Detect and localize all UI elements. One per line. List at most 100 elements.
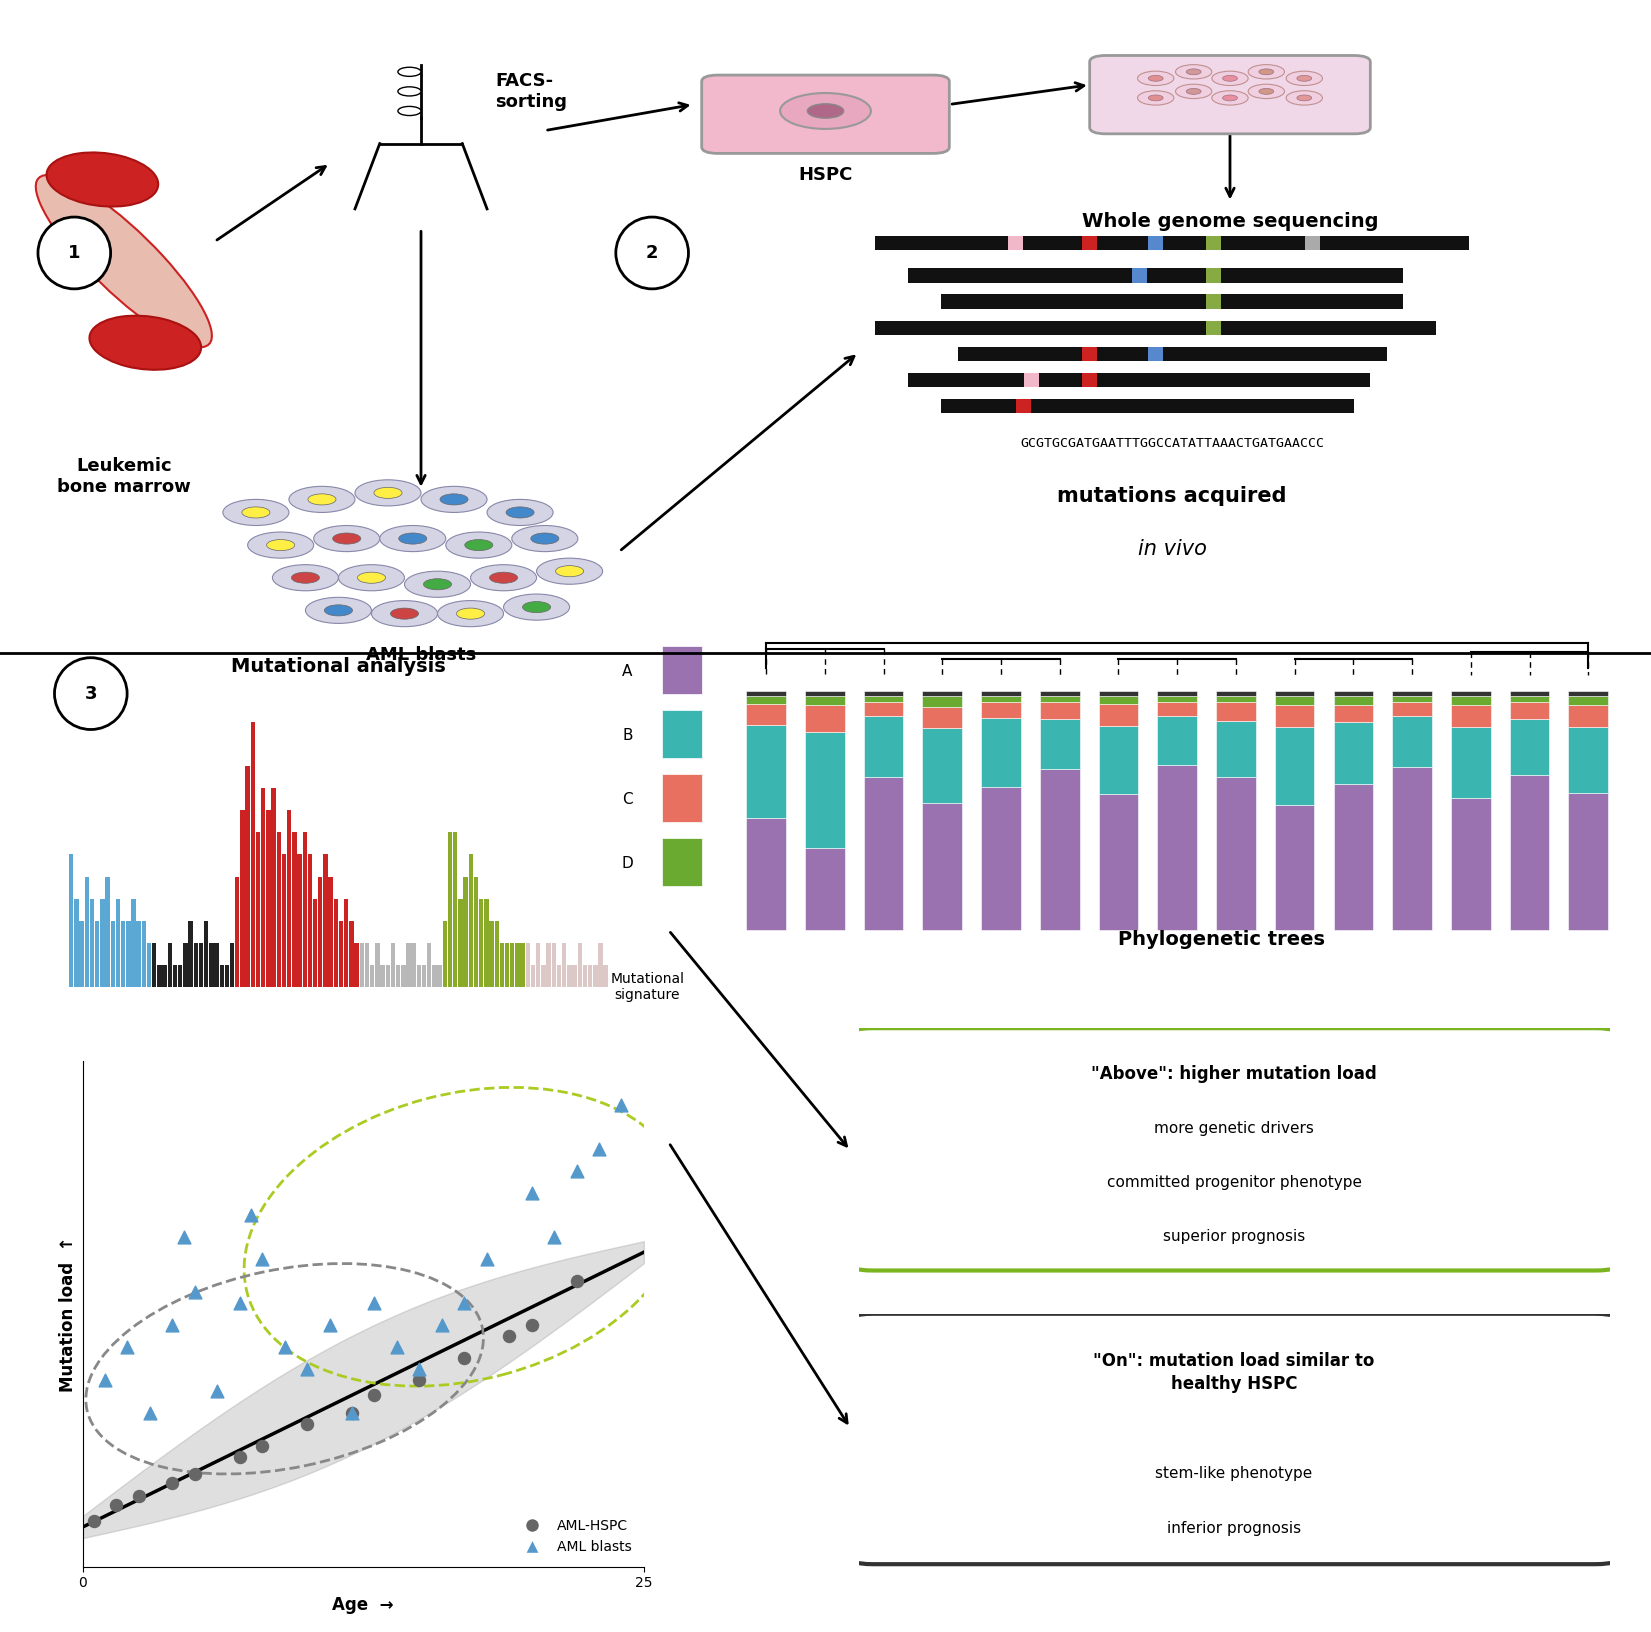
Text: AML blasts: AML blasts	[367, 646, 475, 664]
Bar	[452, 832, 457, 987]
Point	[586, 1136, 613, 1162]
Ellipse shape	[1222, 75, 1238, 82]
Bar	[806, 847, 845, 930]
Ellipse shape	[46, 152, 158, 207]
Bar	[84, 876, 89, 987]
Ellipse shape	[404, 571, 471, 597]
Bar	[1157, 702, 1197, 715]
Ellipse shape	[1185, 88, 1200, 95]
Bar	[1275, 690, 1314, 697]
Bar	[1217, 702, 1256, 721]
Point	[249, 1433, 276, 1459]
Bar	[746, 690, 786, 697]
Bar	[1275, 705, 1314, 726]
Bar	[416, 965, 421, 987]
Bar	[923, 690, 963, 697]
Bar	[1217, 697, 1256, 702]
Bar	[459, 899, 462, 987]
Bar	[662, 774, 702, 821]
Point	[518, 1180, 545, 1206]
Bar	[464, 876, 467, 987]
Bar	[111, 920, 116, 987]
FancyBboxPatch shape	[1090, 55, 1370, 134]
Bar	[495, 920, 499, 987]
Bar	[532, 965, 535, 987]
Bar	[863, 702, 903, 716]
Bar	[981, 702, 1020, 718]
Bar	[251, 721, 254, 987]
Bar	[350, 920, 353, 987]
Bar	[1451, 726, 1491, 798]
Bar	[542, 965, 545, 987]
Bar	[1083, 235, 1096, 250]
Ellipse shape	[332, 534, 360, 543]
Bar	[343, 899, 348, 987]
Bar	[246, 765, 249, 987]
Ellipse shape	[1138, 72, 1174, 85]
Bar	[1024, 372, 1040, 387]
Bar	[314, 899, 317, 987]
Point	[158, 1312, 185, 1338]
Ellipse shape	[537, 558, 603, 584]
Ellipse shape	[505, 508, 533, 517]
Ellipse shape	[272, 565, 338, 591]
Ellipse shape	[1298, 95, 1311, 101]
Bar	[1205, 268, 1220, 282]
Bar	[205, 920, 208, 987]
Ellipse shape	[439, 494, 469, 504]
Legend: AML-HSPC, AML blasts: AML-HSPC, AML blasts	[512, 1514, 637, 1560]
Bar	[746, 819, 786, 930]
Bar	[1017, 398, 1030, 413]
Ellipse shape	[1147, 95, 1162, 101]
Bar	[1568, 726, 1608, 793]
Bar	[479, 899, 484, 987]
Bar	[241, 809, 244, 987]
Bar	[1509, 775, 1549, 930]
Bar	[1040, 769, 1080, 930]
Bar	[1205, 320, 1220, 335]
Ellipse shape	[471, 565, 537, 591]
FancyBboxPatch shape	[844, 1028, 1625, 1270]
Bar	[261, 788, 266, 987]
Bar	[1392, 690, 1431, 697]
Ellipse shape	[338, 565, 404, 591]
Text: more genetic drivers: more genetic drivers	[1154, 1121, 1314, 1136]
Point	[81, 1508, 107, 1534]
Bar	[396, 965, 400, 987]
Bar	[121, 920, 125, 987]
Bar	[1568, 793, 1608, 930]
Ellipse shape	[807, 104, 844, 118]
Bar	[116, 899, 121, 987]
Bar	[1275, 697, 1314, 705]
Text: 3: 3	[84, 684, 97, 703]
Point	[474, 1245, 500, 1271]
Bar	[598, 943, 603, 987]
Bar	[137, 920, 140, 987]
Bar	[588, 965, 593, 987]
Point	[125, 1483, 152, 1510]
Point	[205, 1377, 231, 1404]
Point	[271, 1333, 297, 1359]
Bar	[96, 920, 99, 987]
Bar	[1205, 294, 1220, 308]
Bar	[1509, 690, 1549, 697]
Ellipse shape	[421, 486, 487, 512]
Ellipse shape	[1298, 75, 1311, 82]
Ellipse shape	[532, 534, 558, 543]
FancyBboxPatch shape	[844, 1314, 1625, 1563]
Bar	[537, 943, 540, 987]
Bar	[1334, 690, 1374, 697]
Ellipse shape	[512, 526, 578, 552]
Bar	[1217, 721, 1256, 777]
Bar	[1509, 697, 1549, 702]
Bar	[469, 855, 472, 987]
Ellipse shape	[1138, 91, 1174, 104]
Ellipse shape	[1212, 91, 1248, 104]
Bar	[324, 855, 327, 987]
Bar	[556, 965, 561, 987]
Bar	[391, 943, 395, 987]
Text: Mutational
signature: Mutational signature	[611, 971, 684, 1002]
Bar	[334, 899, 338, 987]
Ellipse shape	[504, 594, 570, 620]
Bar	[525, 943, 530, 987]
